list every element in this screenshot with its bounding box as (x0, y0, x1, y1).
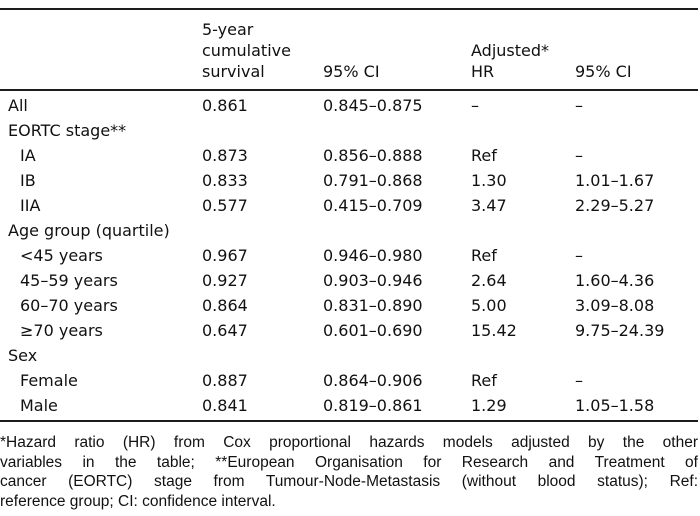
hr-ci-cell: 3.09–8.08 (575, 296, 655, 315)
ci-cell (323, 218, 471, 243)
survival-cell: 0.647 (202, 321, 248, 340)
hr-cell: 15.42 (471, 321, 517, 340)
hr-ci-cell (575, 343, 700, 368)
ci-cell (323, 343, 471, 368)
ci-cell: 0.415–0.709 (323, 196, 423, 215)
ci-cell: 0.845–0.875 (323, 96, 423, 115)
survival-cell: 0.577 (202, 196, 248, 215)
hr-ci-cell: 1.60–4.36 (575, 271, 655, 290)
header-ci-column: 95% CI (323, 62, 380, 81)
ci-cell (323, 118, 471, 143)
hr-ci-cell (575, 218, 700, 243)
row-label: All (8, 96, 28, 115)
survival-cell: 0.841 (202, 396, 248, 415)
table-row-age-under-45: <45 years 0.967 0.946–0.980 Ref – (0, 243, 700, 268)
hr-cell: Ref (471, 246, 497, 265)
hr-cell: 3.47 (471, 196, 507, 215)
table-row-age-70-plus: ≥70 years 0.647 0.601–0.690 15.42 9.75–2… (0, 318, 700, 343)
survival-cell: 0.927 (202, 271, 248, 290)
ci-cell: 0.864–0.906 (323, 371, 423, 390)
footnote-line: variables in the table; **European Organ… (0, 453, 698, 471)
row-label: Female (20, 371, 78, 390)
row-label: IA (20, 146, 36, 165)
header-label-column (0, 82, 202, 89)
survival-cell: 0.887 (202, 371, 248, 390)
table-row-age-60-70: 60–70 years 0.864 0.831–0.890 5.00 3.09–… (0, 293, 700, 318)
survival-cell: 0.833 (202, 171, 248, 190)
hr-cell: – (471, 96, 479, 115)
footnote-line: cancer (EORTC) stage from Tumour-Node-Me… (0, 473, 698, 490)
survival-cell (202, 218, 323, 243)
survival-cell (202, 343, 323, 368)
table-body: All 0.861 0.845–0.875 – – EORTC stage** … (0, 91, 700, 420)
row-label: <45 years (20, 246, 103, 265)
table-group-row-sex: Sex (0, 343, 700, 368)
table-group-row-age-group: Age group (quartile) (0, 218, 700, 243)
table-row-male: Male 0.841 0.819–0.861 1.29 1.05–1.58 (0, 393, 700, 418)
row-label: 60–70 years (20, 296, 118, 315)
hr-ci-cell: – (575, 371, 583, 390)
table-header-row: 5-year cumulative survival 95% CI Adjust… (0, 10, 700, 89)
table-top-rule (0, 8, 698, 10)
table-row-stage-iia: IIA 0.577 0.415–0.709 3.47 2.29–5.27 (0, 193, 700, 218)
survival-cell: 0.861 (202, 96, 248, 115)
row-label: IIA (20, 196, 41, 215)
survival-cell (202, 118, 323, 143)
hr-cell: Ref (471, 146, 497, 165)
hr-ci-cell: 2.29–5.27 (575, 196, 655, 215)
ci-cell: 0.601–0.690 (323, 321, 423, 340)
table-row-female: Female 0.887 0.864–0.906 Ref – (0, 368, 700, 393)
hr-ci-cell: – (575, 96, 583, 115)
hr-cell (471, 118, 575, 143)
hr-cell (471, 218, 575, 243)
header-survival-column: 5-year cumulative survival (202, 20, 291, 81)
header-hr-ci-column: 95% CI (575, 62, 632, 81)
hr-ci-cell: – (575, 246, 583, 265)
ci-cell: 0.856–0.888 (323, 146, 423, 165)
group-label: EORTC stage** (8, 121, 127, 140)
table-row-age-45-59: 45–59 years 0.927 0.903–0.946 2.64 1.60–… (0, 268, 700, 293)
hr-cell: 1.30 (471, 171, 507, 190)
hr-ci-cell: – (575, 146, 583, 165)
hr-cell: 1.29 (471, 396, 507, 415)
hr-ci-cell (575, 118, 700, 143)
footnote-line: reference group; CI: confidence interval… (0, 492, 276, 510)
group-label: Age group (quartile) (8, 221, 170, 240)
survival-cell: 0.967 (202, 246, 248, 265)
hr-cell (471, 343, 575, 368)
row-label: 45–59 years (20, 271, 118, 290)
hr-ci-cell: 1.01–1.67 (575, 171, 655, 190)
hr-cell: Ref (471, 371, 497, 390)
footnote-line: *Hazard ratio (HR) from Cox proportional… (0, 434, 698, 451)
table-bottom-rule (0, 420, 698, 422)
group-label: Sex (8, 346, 38, 365)
ci-cell: 0.791–0.868 (323, 171, 423, 190)
table-group-row-eortc-stage: EORTC stage** (0, 118, 700, 143)
table-row-stage-ia: IA 0.873 0.856–0.888 Ref – (0, 143, 700, 168)
row-label: Male (20, 396, 58, 415)
hr-cell: 5.00 (471, 296, 507, 315)
ci-cell: 0.819–0.861 (323, 396, 423, 415)
hr-ci-cell: 1.05–1.58 (575, 396, 655, 415)
table-row-all: All 0.861 0.845–0.875 – – (0, 93, 700, 118)
hr-cell: 2.64 (471, 271, 507, 290)
ci-cell: 0.831–0.890 (323, 296, 423, 315)
ci-cell: 0.903–0.946 (323, 271, 423, 290)
table-header-rule (0, 89, 698, 91)
row-label: ≥70 years (20, 321, 103, 340)
table-row-stage-ib: IB 0.833 0.791–0.868 1.30 1.01–1.67 (0, 168, 700, 193)
ci-cell: 0.946–0.980 (323, 246, 423, 265)
row-label: IB (20, 171, 36, 190)
header-adjusted-hr-column: Adjusted* HR (471, 41, 550, 81)
survival-cell: 0.873 (202, 146, 248, 165)
hr-ci-cell: 9.75–24.39 (575, 321, 665, 340)
table-footnote: *Hazard ratio (HR) from Cox proportional… (0, 433, 698, 511)
survival-cell: 0.864 (202, 296, 248, 315)
